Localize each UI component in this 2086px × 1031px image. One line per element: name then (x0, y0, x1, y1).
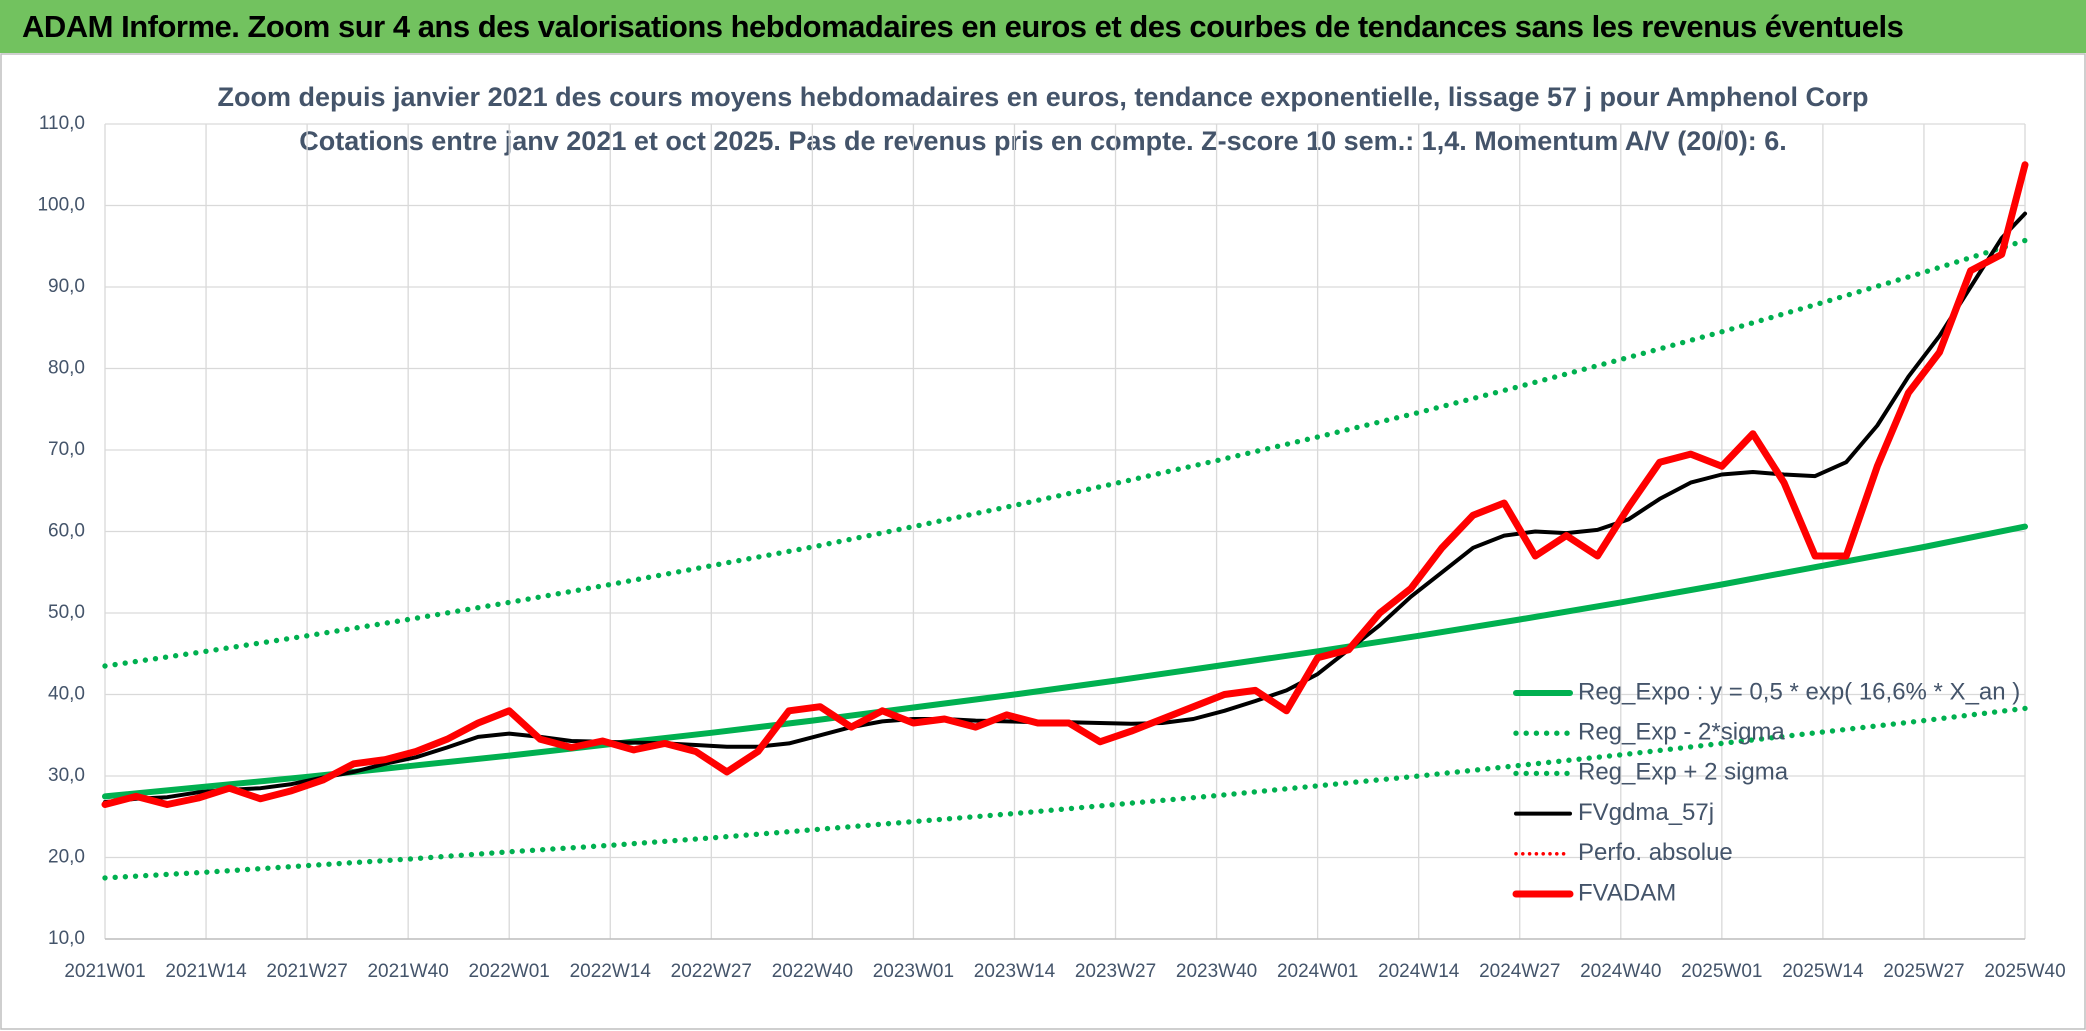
x-tick-label: 2021W14 (165, 961, 247, 982)
series-line (101, 161, 2029, 808)
x-tick-label: 2021W01 (64, 961, 145, 982)
x-tick-label: 2024W40 (1580, 961, 1661, 982)
x-tick-label: 2023W01 (873, 961, 954, 982)
x-tick-label: 2023W14 (974, 961, 1056, 982)
x-tick-label: 2021W40 (367, 961, 448, 982)
x-tick-label: 2025W27 (1883, 961, 1964, 982)
y-tick-label: 30,0 (48, 765, 85, 786)
x-tick-label: 2021W27 (266, 961, 347, 982)
legend-label: Reg_Exp + 2 sigma (1578, 759, 1789, 786)
legend-label: FVADAM (1578, 879, 1676, 906)
y-tick-label: 40,0 (48, 684, 85, 705)
x-tick-label: 2023W40 (1176, 961, 1257, 982)
series-line (103, 211, 2027, 805)
banner: ADAM Informe. Zoom sur 4 ans des valoris… (0, 0, 2086, 53)
x-tick-label: 2022W27 (671, 961, 752, 982)
chart-frame (0, 53, 2086, 1030)
x-tick-label: 2025W40 (1984, 961, 2065, 982)
series-line (102, 523, 2028, 800)
x-tick-label: 2022W14 (570, 961, 652, 982)
legend-label: Reg_Expo : y = 0,5 * exp( 16,6% * X_an ) (1578, 678, 2020, 705)
x-tick-label: 2024W14 (1378, 961, 1460, 982)
y-tick-label: 100,0 (37, 195, 85, 216)
x-tick-label: 2022W40 (772, 961, 853, 982)
page-title: ADAM Informe. Zoom sur 4 ans des valoris… (22, 9, 1904, 44)
x-tick-label: 2023W27 (1075, 961, 1156, 982)
x-tick-label: 2025W01 (1681, 961, 1762, 982)
y-tick-label: 70,0 (48, 439, 85, 460)
y-tick-label: 10,0 (48, 928, 85, 949)
chart-title: Zoom depuis janvier 2021 des cours moyen… (218, 82, 1869, 112)
x-tick-label: 2024W27 (1479, 961, 1560, 982)
chart: Zoom depuis janvier 2021 des cours moyen… (0, 53, 2086, 1030)
x-tick-label: 2022W01 (469, 961, 550, 982)
series-line (102, 237, 2028, 669)
y-tick-label: 80,0 (48, 358, 85, 379)
legend-label: Reg_Exp - 2*sigma (1578, 719, 1785, 746)
legend-label: Perfo. absolue (1578, 839, 1733, 866)
chart-subtitle: Cotations entre janv 2021 et oct 2025. P… (299, 126, 1787, 156)
y-tick-label: 20,0 (48, 847, 85, 868)
y-tick-label: 60,0 (48, 521, 85, 542)
legend-label: FVgdma_57j (1578, 799, 1714, 826)
x-tick-label: 2024W01 (1277, 961, 1358, 982)
y-tick-label: 90,0 (48, 276, 85, 297)
y-tick-label: 110,0 (39, 113, 85, 134)
y-tick-label: 50,0 (48, 602, 85, 623)
x-tick-label: 2025W14 (1782, 961, 1864, 982)
